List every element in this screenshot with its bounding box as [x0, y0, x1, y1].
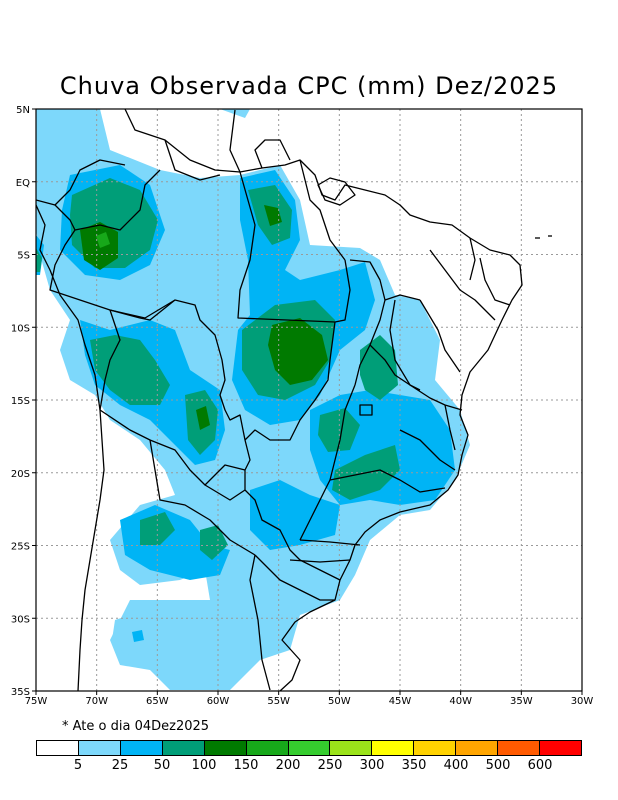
color-legend: [36, 740, 582, 756]
lat-tick-label: 35S: [11, 687, 30, 698]
legend-label: 150: [233, 758, 259, 773]
lat-tick-label: 5N: [16, 105, 30, 116]
legend-swatch: [120, 741, 163, 755]
lon-tick-label: 70W: [85, 696, 108, 707]
legend-labels: 5 25 50 100 150 200 250 300 350 400 500 600: [0, 758, 618, 778]
legend-label: 250: [317, 758, 343, 773]
graticule: [36, 109, 582, 691]
lon-tick-label: 45W: [389, 696, 412, 707]
legend-label: 200: [275, 758, 301, 773]
legend-label: 100: [191, 758, 217, 773]
legend-label: 600: [527, 758, 553, 773]
lat-tick-label: 20S: [11, 469, 30, 480]
legend-label: 300: [359, 758, 385, 773]
lat-tick-label: 25S: [11, 542, 30, 553]
legend-label: 350: [401, 758, 427, 773]
lat-tick-label: 30S: [11, 614, 30, 625]
legend-swatch: [498, 741, 541, 755]
lon-tick-label: 65W: [146, 696, 169, 707]
longitude-ticks: 75W 70W 65W 60W 55W 50W 45W 40W 35W 30W: [25, 691, 594, 707]
legend-swatch: [37, 741, 79, 755]
legend-label: 5: [73, 758, 83, 773]
legend-swatch: [162, 741, 205, 755]
lat-tick-label: 10S: [11, 323, 30, 334]
legend-label: 50: [153, 758, 171, 773]
legend-label: 25: [111, 758, 129, 773]
legend-swatch: [204, 741, 247, 755]
legend-swatch: [414, 741, 457, 755]
country-borders: [36, 109, 552, 691]
legend-label: 500: [485, 758, 511, 773]
legend-label: 400: [443, 758, 469, 773]
legend-swatch: [540, 741, 581, 755]
legend-swatch: [246, 741, 289, 755]
legend-swatch: [78, 741, 121, 755]
date-note: * Ate o dia 04Dez2025: [62, 719, 210, 734]
lat-tick-label: EQ: [16, 178, 30, 189]
legend-swatch: [288, 741, 331, 755]
lon-tick-label: 50W: [328, 696, 351, 707]
map-title: Chuva Observada CPC (mm) Dez/2025: [59, 72, 559, 100]
lon-tick-label: 60W: [207, 696, 230, 707]
lat-tick-label: 15S: [11, 396, 30, 407]
legend-swatch: [456, 741, 499, 755]
legend-swatch: [330, 741, 373, 755]
lon-tick-label: 35W: [510, 696, 533, 707]
lon-tick-label: 55W: [267, 696, 290, 707]
legend-swatch: [372, 741, 415, 755]
lon-tick-label: 30W: [571, 696, 594, 707]
lon-tick-label: 40W: [449, 696, 472, 707]
latitude-ticks: 5N EQ 5S 10S 15S 20S 25S 30S 35S: [11, 105, 36, 698]
lat-tick-label: 5S: [17, 251, 30, 262]
lon-tick-label: 75W: [25, 696, 48, 707]
